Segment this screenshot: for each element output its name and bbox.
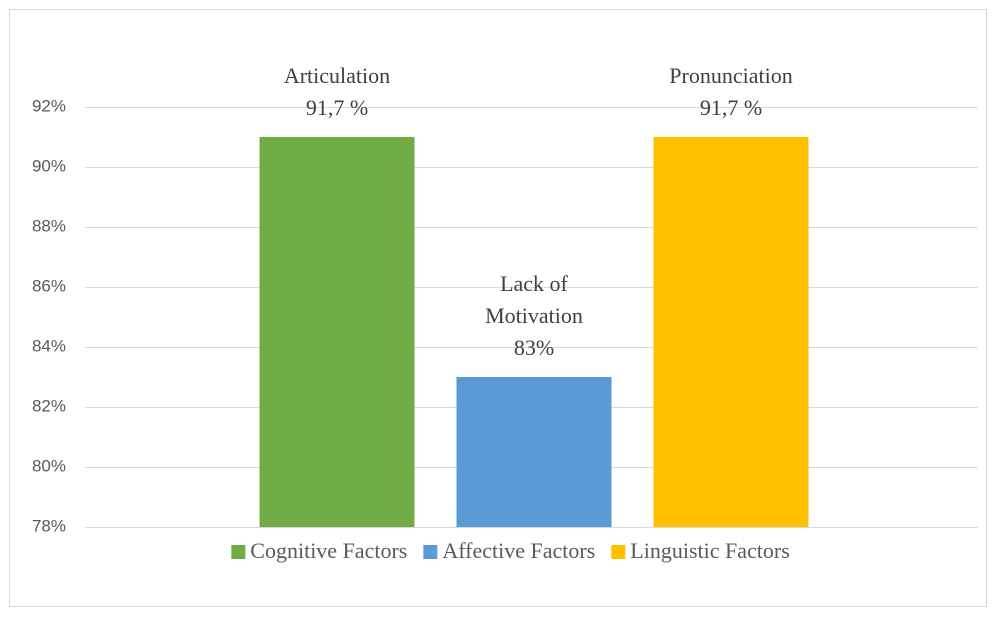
annotation: 91,7 %: [306, 95, 368, 120]
bar: [456, 377, 612, 527]
legend-label: Linguistic Factors: [630, 538, 789, 563]
annotation: Pronunciation: [669, 63, 792, 88]
y-tick-label: 80%: [32, 456, 66, 475]
legend-swatch: [423, 545, 438, 559]
annotation: Articulation: [284, 63, 390, 88]
legend-swatch: [611, 545, 626, 559]
y-tick-label: 82%: [32, 396, 66, 415]
annotation: Lack of: [500, 271, 568, 296]
y-tick-label: 86%: [32, 276, 66, 295]
legend-swatch: [231, 545, 246, 559]
bar: [653, 137, 809, 527]
annotation: 83%: [514, 335, 554, 360]
annotation: 91,7 %: [700, 95, 762, 120]
y-tick-label: 92%: [32, 96, 66, 115]
bar: [259, 137, 415, 527]
legend: Cognitive Factors Affective Factors Lingui…: [231, 538, 790, 563]
legend-label: Affective Factors: [442, 538, 595, 563]
legend-label: Cognitive Factors: [250, 538, 407, 563]
y-tick-label: 84%: [32, 336, 66, 355]
y-tick-label: 78%: [32, 516, 66, 535]
y-tick-label: 88%: [32, 216, 66, 235]
y-tick-label: 90%: [32, 156, 66, 175]
annotation: Motivation: [485, 303, 583, 328]
